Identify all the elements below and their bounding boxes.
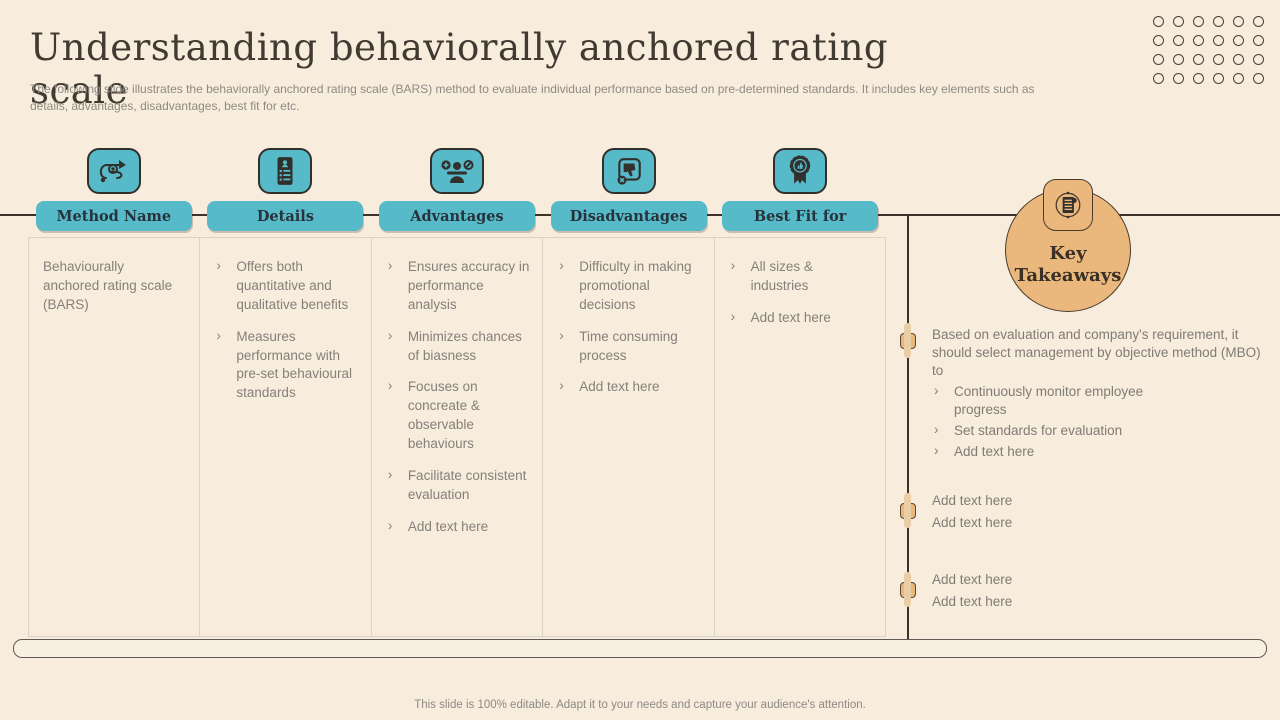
decorative-dots-grid [1153,16,1264,84]
footer-note: This slide is 100% editable. Adapt it to… [414,699,866,711]
takeaway-bullet: Set standards for evaluation [932,421,1162,440]
disadvantages-button[interactable]: Disadvantages [550,201,707,231]
process-arrows-icon[interactable] [86,148,141,194]
method-name-label: Method Name [56,207,172,225]
clipboard-list-icon[interactable] [258,148,313,194]
disadvantages-item: Time consuming process [555,327,701,366]
best-fit-label: Best Fit for [753,207,847,225]
notes-document-icon[interactable] [1043,179,1093,231]
takeaway-line: Add text here [932,514,1013,530]
timeline-marker[interactable] [900,493,916,528]
advantages-label: Advantages [410,207,504,225]
advantages-item: Add text here [384,517,530,537]
page-title: Understanding behaviorally anchored rati… [30,26,889,112]
advantages-item: Ensures accuracy in performance analysis [384,257,530,315]
best-fit-button[interactable]: Best Fit for [722,201,879,231]
takeaway-block-2: Add text here Add text here [932,492,1272,536]
disadvantages-label: Disadvantages [569,207,688,225]
vertical-connector-line [907,214,909,646]
cell-disadvantages: Difficulty in making promotional decisio… [543,238,715,636]
column-details: Details [200,148,372,231]
column-method-name: Method Name [28,148,200,231]
takeaway-bullet: Continuously monitor employee progress [932,382,1162,419]
disadvantages-item: Difficulty in making promotional decisio… [555,257,701,315]
best-fit-item: Add text here [727,308,873,328]
timeline-marker[interactable] [900,572,916,607]
comparison-table: Behaviourally anchored rating scale (BAR… [28,237,886,637]
person-plus-minus-icon[interactable] [429,148,484,194]
disadvantages-item: Add text here [555,377,701,397]
key-takeaways-title: Key Takeaways [1014,242,1122,287]
cell-details: Offers both quantitative and qualitative… [200,238,372,636]
column-headers: Method Name Details [28,148,886,231]
details-item: Measures performance with pre-set behavi… [212,327,358,404]
advantages-item: Facilitate consistent evaluation [384,466,530,505]
details-item: Offers both quantitative and qualitative… [212,257,358,315]
takeaway-line: Add text here [932,572,1013,587]
takeaway-line: Add text here [932,493,1013,508]
details-button[interactable]: Details [207,201,364,231]
takeaway-block-1: Based on evaluation and company's requir… [932,326,1272,461]
advantages-item: Minimizes chances of biasness [384,327,530,366]
thumbs-down-icon[interactable] [601,148,656,194]
cell-method-name: Behaviourally anchored rating scale (BAR… [29,238,201,636]
bottom-bar[interactable] [13,639,1267,658]
award-ribbon-icon[interactable] [773,148,828,194]
details-label: Details [256,207,314,225]
advantages-item: Focuses on concreate & observable behavi… [384,377,530,454]
timeline-marker[interactable] [900,323,916,358]
method-name-button[interactable]: Method Name [35,201,192,231]
takeaway-line: Add text here [932,593,1013,609]
cell-best-fit: All sizes & industries Add text here [715,238,885,636]
slide-subtitle: The following slide illustrates the beha… [30,82,1035,114]
takeaway-block-3: Add text here Add text here [932,571,1272,615]
best-fit-item: All sizes & industries [727,257,873,296]
column-advantages: Advantages [371,148,543,231]
cell-advantages: Ensures accuracy in performance analysis… [372,238,544,636]
advantages-button[interactable]: Advantages [378,201,536,231]
column-disadvantages: Disadvantages [543,148,715,231]
takeaway-intro: Based on evaluation and company's requir… [932,327,1261,378]
takeaway-bullet: Add text here [932,442,1162,461]
method-name-value: Behaviourally anchored rating scale (BAR… [43,259,173,312]
column-best-fit: Best Fit for [714,148,886,231]
